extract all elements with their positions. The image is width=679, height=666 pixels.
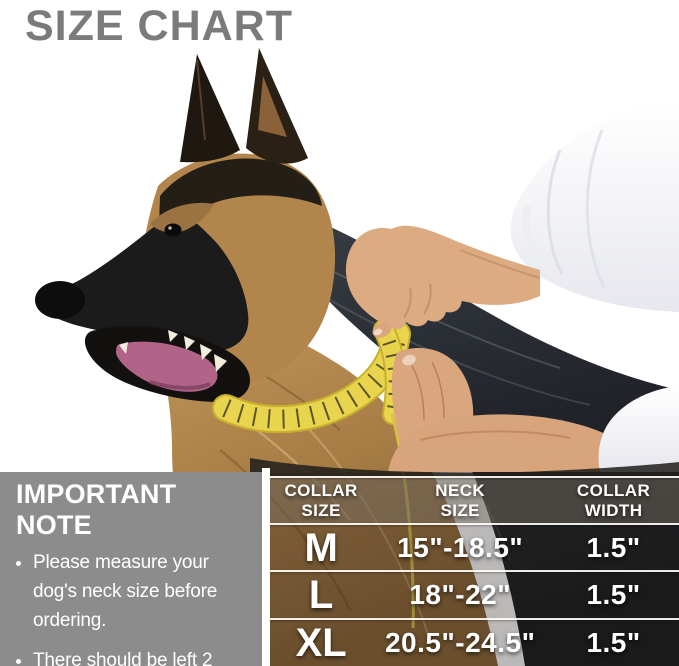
second-arm [388, 386, 679, 472]
page-title: SIZE CHART [25, 2, 293, 50]
second-sleeve [598, 386, 679, 472]
table-divider [270, 523, 679, 525]
note-list: Please measure your dog's neck size befo… [16, 548, 252, 666]
dog-eye [164, 223, 182, 237]
table-divider [270, 476, 679, 478]
size-cell: M [304, 525, 338, 570]
table-row-xl: XL 20.5"-24.5" 1.5" [270, 620, 679, 666]
collar-width-cell: 1.5" [586, 531, 641, 563]
upper-sleeve [510, 104, 679, 312]
table-header-band [270, 476, 679, 524]
dog-head [35, 48, 336, 402]
size-cell: XL [295, 621, 347, 665]
dog-ear-right [246, 48, 308, 164]
table-row-m: M 15"-18.5" 1.5" [270, 525, 679, 570]
neck-size-cell: 15"-18.5" [397, 531, 524, 563]
note-item: There should be left 2 fingers gap betwe… [33, 646, 252, 666]
neck-size-cell: 18"-22" [409, 579, 512, 610]
collar-width-cell: 1.5" [586, 627, 641, 658]
dog-forehead [158, 158, 322, 254]
upper-hand [345, 228, 472, 330]
important-note-panel: IMPORTANT NOTE Please measure your dog's… [0, 472, 262, 666]
neck-size-cell: 20.5"-24.5" [384, 627, 536, 658]
dog-ear-left [180, 54, 240, 163]
dog-brow-patch [150, 202, 214, 233]
upper-arm [345, 104, 679, 338]
collar-width-cell: 1.5" [586, 579, 641, 610]
column-header-neck-size: NECK SIZE [435, 480, 486, 520]
dog-ear-right-inner [258, 76, 287, 137]
column-header-collar-size: COLLAR SIZE [284, 480, 358, 520]
table-divider [270, 618, 679, 620]
note-heading: IMPORTANT NOTE [16, 479, 177, 540]
size-table: COLLAR SIZE NECK SIZE COLLAR WIDTH M 15"… [270, 472, 679, 666]
dog-tongue [116, 341, 218, 392]
fur-edge-strip [250, 458, 679, 478]
note-item: Please measure your dog's neck size befo… [33, 548, 252, 635]
table-header-row: COLLAR SIZE NECK SIZE COLLAR WIDTH [270, 478, 679, 523]
table-row-l: L 18"-22" 1.5" [270, 572, 679, 618]
table-divider [270, 570, 679, 572]
size-cell: L [308, 573, 334, 617]
column-header-collar-width: COLLAR WIDTH [576, 480, 651, 520]
panel-divider [262, 468, 270, 666]
fingernail [373, 328, 383, 336]
dog-muzzle [42, 213, 249, 352]
second-forearm-skin [388, 414, 638, 472]
dog-nose [35, 281, 85, 319]
dog-teeth [119, 330, 227, 372]
table-backdrop [270, 472, 679, 666]
